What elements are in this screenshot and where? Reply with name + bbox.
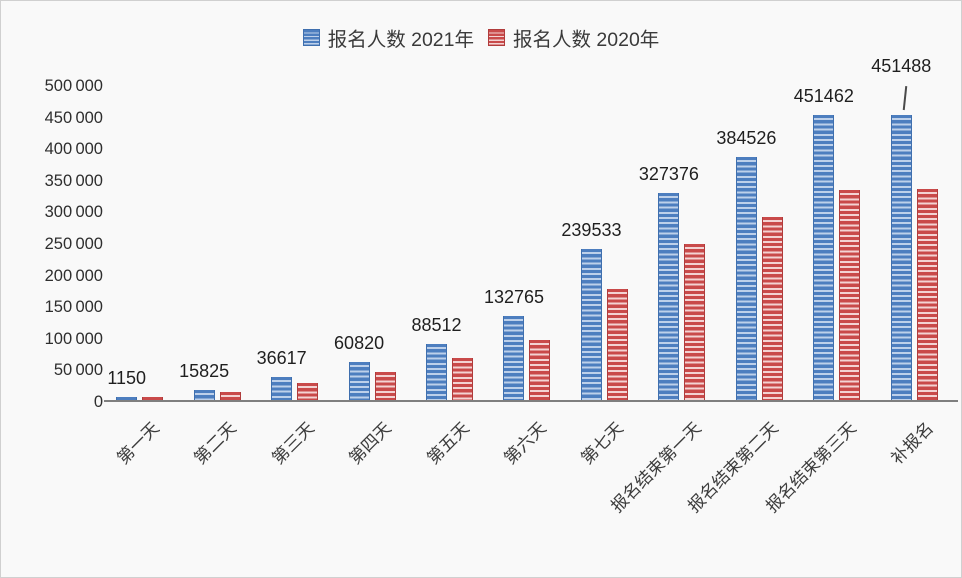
legend-swatch-2021-icon — [302, 29, 320, 46]
y-tick-label: 250 000 — [44, 235, 103, 253]
bar-series0-2[interactable] — [193, 390, 215, 400]
data-label: 1150 — [107, 368, 147, 388]
legend-item-2021[interactable]: 报名人数 2021年 — [302, 23, 474, 52]
legend-label-2020: 报名人数 2020年 — [513, 29, 660, 51]
bar-series0-5[interactable] — [426, 344, 448, 400]
bar-group — [256, 84, 333, 400]
y-tick-label: 150 000 — [44, 298, 103, 317]
bar-series0-3[interactable] — [271, 377, 293, 400]
x-axis-label: 第四天 — [345, 418, 396, 469]
bar-series1-7[interactable] — [606, 289, 628, 400]
data-label: 384526 — [716, 128, 777, 148]
legend-label-2021: 报名人数 2021年 — [327, 29, 474, 51]
bar-group — [411, 84, 488, 400]
bar-series0-1[interactable] — [116, 397, 138, 400]
bar-series1-5[interactable] — [452, 358, 474, 400]
data-label: 88512 — [411, 315, 462, 335]
bar-series1-1[interactable] — [142, 397, 164, 400]
x-axis-label: 第五天 — [423, 418, 473, 469]
y-tick-label: 200 000 — [44, 266, 103, 285]
data-label: 327376 — [638, 164, 699, 184]
legend-swatch-2020-icon — [488, 29, 505, 46]
data-label: 451488 — [871, 56, 932, 76]
bar-series0-4[interactable] — [348, 362, 370, 400]
y-tick-label: 450 000 — [44, 108, 103, 127]
x-axis-label: 第七天 — [577, 418, 628, 469]
bar-group — [566, 84, 643, 400]
bar-series0-7[interactable] — [580, 249, 602, 400]
bar-group — [333, 84, 410, 400]
bar-group — [488, 84, 565, 400]
data-label: 132765 — [483, 287, 545, 307]
y-tick-label: 50 000 — [53, 361, 103, 380]
data-label: 15825 — [179, 361, 230, 381]
x-axis-label: 第六天 — [500, 418, 550, 469]
bar-series0-9[interactable] — [735, 157, 757, 400]
bar-series1-9[interactable] — [761, 217, 783, 400]
x-axis-label: 第二天 — [190, 418, 241, 469]
y-tick-label: 500 000 — [44, 77, 103, 95]
data-label: 239533 — [561, 220, 622, 240]
bar-series0-10[interactable] — [813, 115, 835, 400]
data-label: 60820 — [334, 333, 385, 353]
bar-group — [643, 84, 720, 400]
data-label: 451462 — [793, 86, 854, 106]
bar-series1-4[interactable] — [374, 372, 396, 400]
bar-series1-6[interactable] — [529, 340, 551, 400]
bar-group — [721, 84, 798, 400]
data-label: 36617 — [256, 348, 307, 368]
x-axis-line — [104, 400, 958, 402]
bar-group — [876, 84, 953, 400]
bar-series1-3[interactable] — [297, 383, 319, 400]
bar-series0-8[interactable] — [658, 193, 680, 400]
bar-series1-8[interactable] — [684, 244, 706, 400]
x-axis-label: 第三天 — [268, 418, 318, 469]
x-axis-label: 第一天 — [113, 418, 163, 469]
y-tick-label: 100 000 — [44, 329, 103, 348]
bar-series1-2[interactable] — [219, 392, 241, 400]
y-tick-label: 350 000 — [44, 171, 103, 190]
bar-group — [798, 84, 875, 400]
x-axis-label: 补报名 — [887, 418, 938, 469]
bar-series0-6[interactable] — [503, 316, 525, 400]
legend-item-2020[interactable]: 报名人数 2020年 — [488, 23, 659, 52]
y-tick-label: 300 000 — [44, 203, 103, 222]
bar-series0-11[interactable] — [890, 115, 912, 400]
bar-series1-11[interactable] — [916, 189, 938, 400]
bar-group — [178, 84, 255, 400]
legend: 报名人数 2021年 报名人数 2020年 — [1, 23, 961, 52]
bar-series1-10[interactable] — [839, 190, 861, 400]
y-tick-label: 400 000 — [44, 140, 103, 159]
bar-group — [101, 84, 178, 400]
y-tick-label: 0 — [93, 393, 103, 411]
